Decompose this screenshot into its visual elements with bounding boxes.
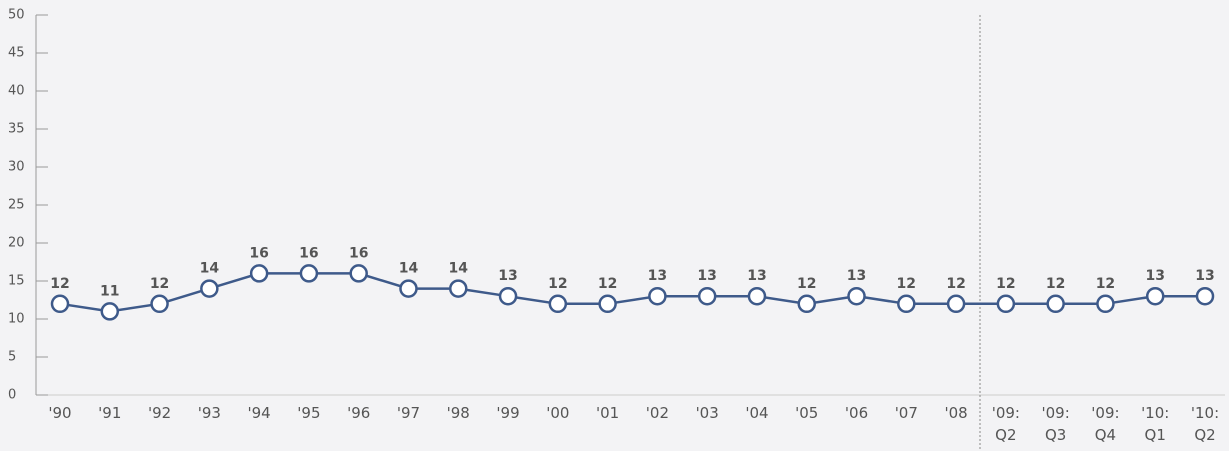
point — [996, 294, 1016, 314]
x-tick-label: '04 — [745, 404, 769, 422]
data-label: 14 — [399, 261, 419, 277]
data-label: 12 — [1096, 276, 1115, 292]
x-tick-label: '10: Q1 — [1141, 404, 1170, 444]
point — [200, 279, 219, 298]
point — [797, 294, 816, 314]
y-tick-label: 50 — [8, 8, 25, 23]
data-label: 12 — [1046, 276, 1065, 292]
x-tick-label: '05 — [795, 404, 819, 422]
point — [1096, 294, 1115, 314]
y-tick-label: 0 — [8, 388, 16, 403]
point — [598, 294, 617, 314]
data-label: 12 — [996, 276, 1015, 292]
y-tick-label: 40 — [8, 84, 25, 99]
y-tick-label: 10 — [8, 312, 25, 327]
data-label: 14 — [449, 261, 469, 277]
point — [50, 294, 70, 314]
data-label: 12 — [150, 276, 169, 292]
point — [747, 286, 767, 306]
data-label: 12 — [50, 276, 69, 292]
x-tick-label: '94 — [247, 404, 271, 422]
x-tick-label: '10: Q2 — [1190, 404, 1220, 444]
data-label: 11 — [100, 283, 119, 299]
x-tick-label: '08 — [944, 404, 968, 422]
point — [150, 294, 169, 314]
data-label: 12 — [548, 276, 567, 292]
data-label: 12 — [897, 276, 916, 292]
x-tick-label: '95 — [297, 404, 321, 422]
point — [299, 264, 319, 283]
y-tick-label: 20 — [8, 236, 25, 251]
x-tick-label: '92 — [147, 404, 172, 422]
point — [249, 264, 269, 283]
x-tick-label: '93 — [197, 404, 221, 422]
x-tick-label: '98 — [446, 404, 470, 422]
y-tick-label: 15 — [8, 274, 25, 289]
data-label: 13 — [1145, 268, 1164, 284]
point — [897, 294, 916, 314]
point — [1145, 286, 1165, 306]
line — [59, 272, 1205, 313]
point — [1195, 286, 1215, 306]
x-tick-label: '09: Q3 — [1041, 404, 1070, 444]
point — [946, 294, 966, 314]
x-tick-label: '91 — [98, 404, 122, 422]
x-tick-label: '99 — [496, 404, 520, 422]
x-tick-label: '09: Q4 — [1091, 404, 1120, 444]
data-label: 13 — [648, 268, 667, 284]
x-tick-label: '00 — [546, 404, 570, 422]
data-label: 13 — [498, 268, 517, 284]
point — [498, 286, 518, 306]
data-label: 13 — [1195, 268, 1214, 284]
data-label: 13 — [847, 268, 866, 284]
x-tick-label: '06 — [844, 404, 869, 422]
data-label: 14 — [200, 261, 220, 277]
point — [548, 294, 568, 314]
point — [449, 279, 468, 298]
point — [847, 286, 866, 306]
data-label: 12 — [946, 276, 965, 292]
y-tick-label: 5 — [8, 350, 16, 365]
data-label: 16 — [299, 245, 318, 261]
x-tick-label: '01 — [595, 404, 620, 422]
x-tick-label: '90 — [48, 404, 72, 422]
x-tick-label: '96 — [347, 404, 371, 422]
point — [1046, 294, 1065, 314]
x-tick-label: '09: Q2 — [991, 404, 1020, 444]
point — [697, 286, 717, 306]
data-label: 13 — [747, 268, 766, 284]
data-label: 13 — [697, 268, 716, 284]
y-tick-label: 45 — [8, 46, 25, 61]
y-tick-label: 25 — [8, 198, 25, 213]
x-tick-label: '97 — [396, 404, 421, 422]
point — [648, 286, 667, 306]
x-tick-label: '03 — [695, 404, 719, 422]
data-label: 12 — [797, 276, 816, 292]
y-tick-label: 35 — [8, 122, 25, 137]
point — [100, 302, 120, 321]
point — [349, 264, 368, 283]
x-tick-label: '07 — [894, 404, 918, 422]
point — [399, 279, 418, 298]
data-label: 16 — [349, 245, 368, 261]
data-label: 12 — [598, 276, 617, 292]
data-label: 16 — [249, 245, 268, 261]
x-tick-label: '02 — [645, 404, 669, 422]
y-tick-label: 30 — [8, 160, 25, 175]
